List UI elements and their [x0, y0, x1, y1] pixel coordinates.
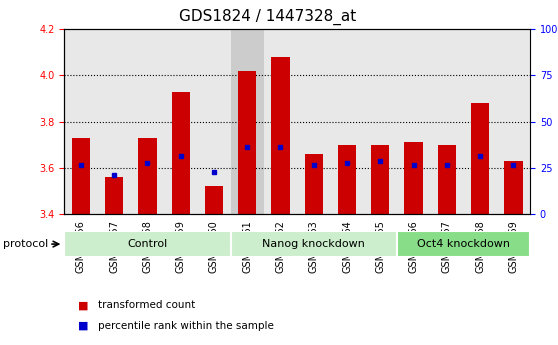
Bar: [264, 29, 297, 214]
Text: Oct4 knockdown: Oct4 knockdown: [417, 239, 510, 249]
Bar: [371, 145, 389, 214]
Bar: [105, 177, 123, 214]
Bar: [205, 186, 223, 214]
Bar: [297, 29, 330, 214]
Bar: [437, 145, 456, 214]
Text: transformed count: transformed count: [98, 300, 195, 310]
Bar: [98, 29, 131, 214]
Bar: [230, 29, 264, 214]
Bar: [71, 138, 90, 214]
Bar: [238, 71, 256, 214]
Bar: [471, 103, 489, 214]
Bar: [364, 29, 397, 214]
Text: protocol: protocol: [3, 239, 48, 249]
Bar: [497, 29, 530, 214]
Bar: [504, 161, 523, 214]
Bar: [330, 29, 364, 214]
Bar: [198, 29, 230, 214]
Bar: [64, 29, 98, 214]
Text: GDS1824 / 1447328_at: GDS1824 / 1447328_at: [179, 9, 357, 25]
Text: ■: ■: [78, 300, 89, 310]
Bar: [271, 57, 290, 214]
Text: ■: ■: [78, 321, 89, 331]
Bar: [164, 29, 198, 214]
Text: Control: Control: [127, 239, 167, 249]
Bar: [405, 142, 423, 214]
Bar: [138, 138, 157, 214]
Bar: [430, 29, 464, 214]
Bar: [64, 231, 230, 257]
Bar: [131, 29, 164, 214]
Bar: [397, 29, 430, 214]
Text: Nanog knockdown: Nanog knockdown: [262, 239, 365, 249]
Bar: [305, 154, 323, 214]
Bar: [171, 92, 190, 214]
Bar: [338, 145, 356, 214]
Bar: [464, 29, 497, 214]
Bar: [230, 231, 397, 257]
Bar: [397, 231, 530, 257]
Text: percentile rank within the sample: percentile rank within the sample: [98, 321, 273, 331]
